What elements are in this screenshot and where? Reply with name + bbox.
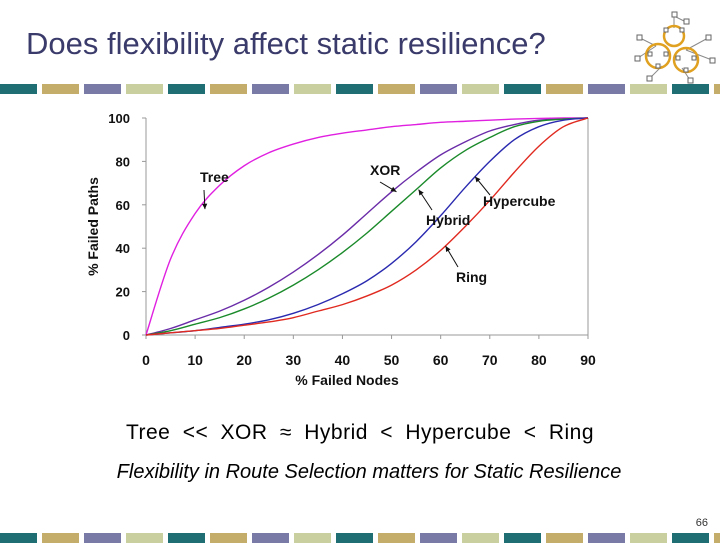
annotation-arrowhead-tree	[202, 203, 208, 210]
series-line-xor	[145, 117, 589, 336]
series-line-ring	[145, 117, 589, 336]
annotation-arrowhead-hybrid	[418, 189, 424, 196]
y-tick-label: 100	[108, 111, 130, 126]
stripe-segment	[42, 84, 79, 94]
stripe-segment	[0, 533, 37, 543]
x-tick-label: 80	[531, 352, 547, 368]
stripe-segment	[168, 533, 205, 543]
stripe-segment	[294, 533, 331, 543]
x-tick-label: 30	[286, 352, 302, 368]
stripe-segment	[462, 84, 499, 94]
stripe-segment	[252, 533, 289, 543]
x-tick-label: 0	[142, 352, 150, 368]
x-tick-label: 50	[384, 352, 400, 368]
stripe-segment	[672, 533, 709, 543]
stripe-segment	[546, 533, 583, 543]
stripe-segment	[420, 84, 457, 94]
stripe-segment	[126, 533, 163, 543]
series-line-tree	[145, 117, 589, 336]
annotation-arrowhead-xor	[390, 186, 397, 192]
stripe-segment	[168, 84, 205, 94]
y-axis-label: % Failed Paths	[85, 177, 101, 276]
x-axis-label: % Failed Nodes	[295, 372, 399, 388]
stripe-segment	[294, 84, 331, 94]
resilience-ranking: Tree << XOR ≈ Hybrid < Hypercube < Ring	[125, 421, 595, 444]
stripe-segment	[588, 84, 625, 94]
stripe-segment	[210, 533, 247, 543]
y-tick-label: 0	[123, 328, 130, 343]
bottom-color-stripe	[0, 533, 720, 543]
stripe-segment	[336, 84, 373, 94]
x-tick-label: 60	[433, 352, 449, 368]
annotation-xor: XOR	[370, 162, 400, 178]
annotation-ring: Ring	[456, 269, 487, 285]
y-tick-label: 60	[116, 198, 130, 213]
stripe-segment	[630, 84, 667, 94]
stripe-segment	[252, 84, 289, 94]
y-tick-label: 20	[116, 285, 130, 300]
x-tick-label: 20	[236, 352, 252, 368]
slide-title: Does flexibility affect static resilienc…	[26, 26, 546, 61]
top-color-stripe	[0, 84, 720, 94]
x-tick-label: 90	[580, 352, 596, 368]
stripe-segment	[420, 533, 457, 543]
x-tick-label: 70	[482, 352, 498, 368]
annotation-tree: Tree	[200, 169, 229, 185]
annotation-arrowhead-ring	[445, 246, 451, 253]
stripe-segment	[546, 84, 583, 94]
series-line-hypercube	[145, 117, 589, 336]
stripe-segment	[126, 84, 163, 94]
x-tick-label: 10	[187, 352, 203, 368]
stripe-segment	[714, 84, 720, 94]
x-tick-label: 40	[335, 352, 351, 368]
stripe-segment	[336, 533, 373, 543]
stripe-segment	[0, 84, 37, 94]
network-logo-icon	[634, 11, 716, 84]
y-tick-label: 40	[116, 241, 130, 256]
stripe-segment	[630, 533, 667, 543]
stripe-segment	[84, 533, 121, 543]
stripe-segment	[588, 533, 625, 543]
stripe-segment	[210, 84, 247, 94]
stripe-segment	[462, 533, 499, 543]
stripe-segment	[84, 84, 121, 94]
stripe-segment	[378, 533, 415, 543]
failed-paths-line-chart: 0 10 20 30 40 50 60 70 80 90 0 20 40 60 80 100 % Failed …	[85, 111, 596, 388]
series-line-hybrid	[145, 117, 589, 336]
y-tick-label: 80	[116, 154, 130, 169]
slide-caption: Flexibility in Route Selection matters f…	[116, 461, 622, 483]
stripe-segment	[504, 533, 541, 543]
stripe-segment	[42, 533, 79, 543]
stripe-segment	[714, 533, 720, 543]
stripe-segment	[672, 84, 709, 94]
annotation-hybrid: Hybrid	[426, 212, 470, 228]
stripe-segment	[504, 84, 541, 94]
stripe-segment	[378, 84, 415, 94]
page-number: 66	[695, 517, 708, 529]
annotation-arrowhead-hypercube	[475, 176, 481, 183]
annotation-hypercube: Hypercube	[483, 193, 556, 209]
